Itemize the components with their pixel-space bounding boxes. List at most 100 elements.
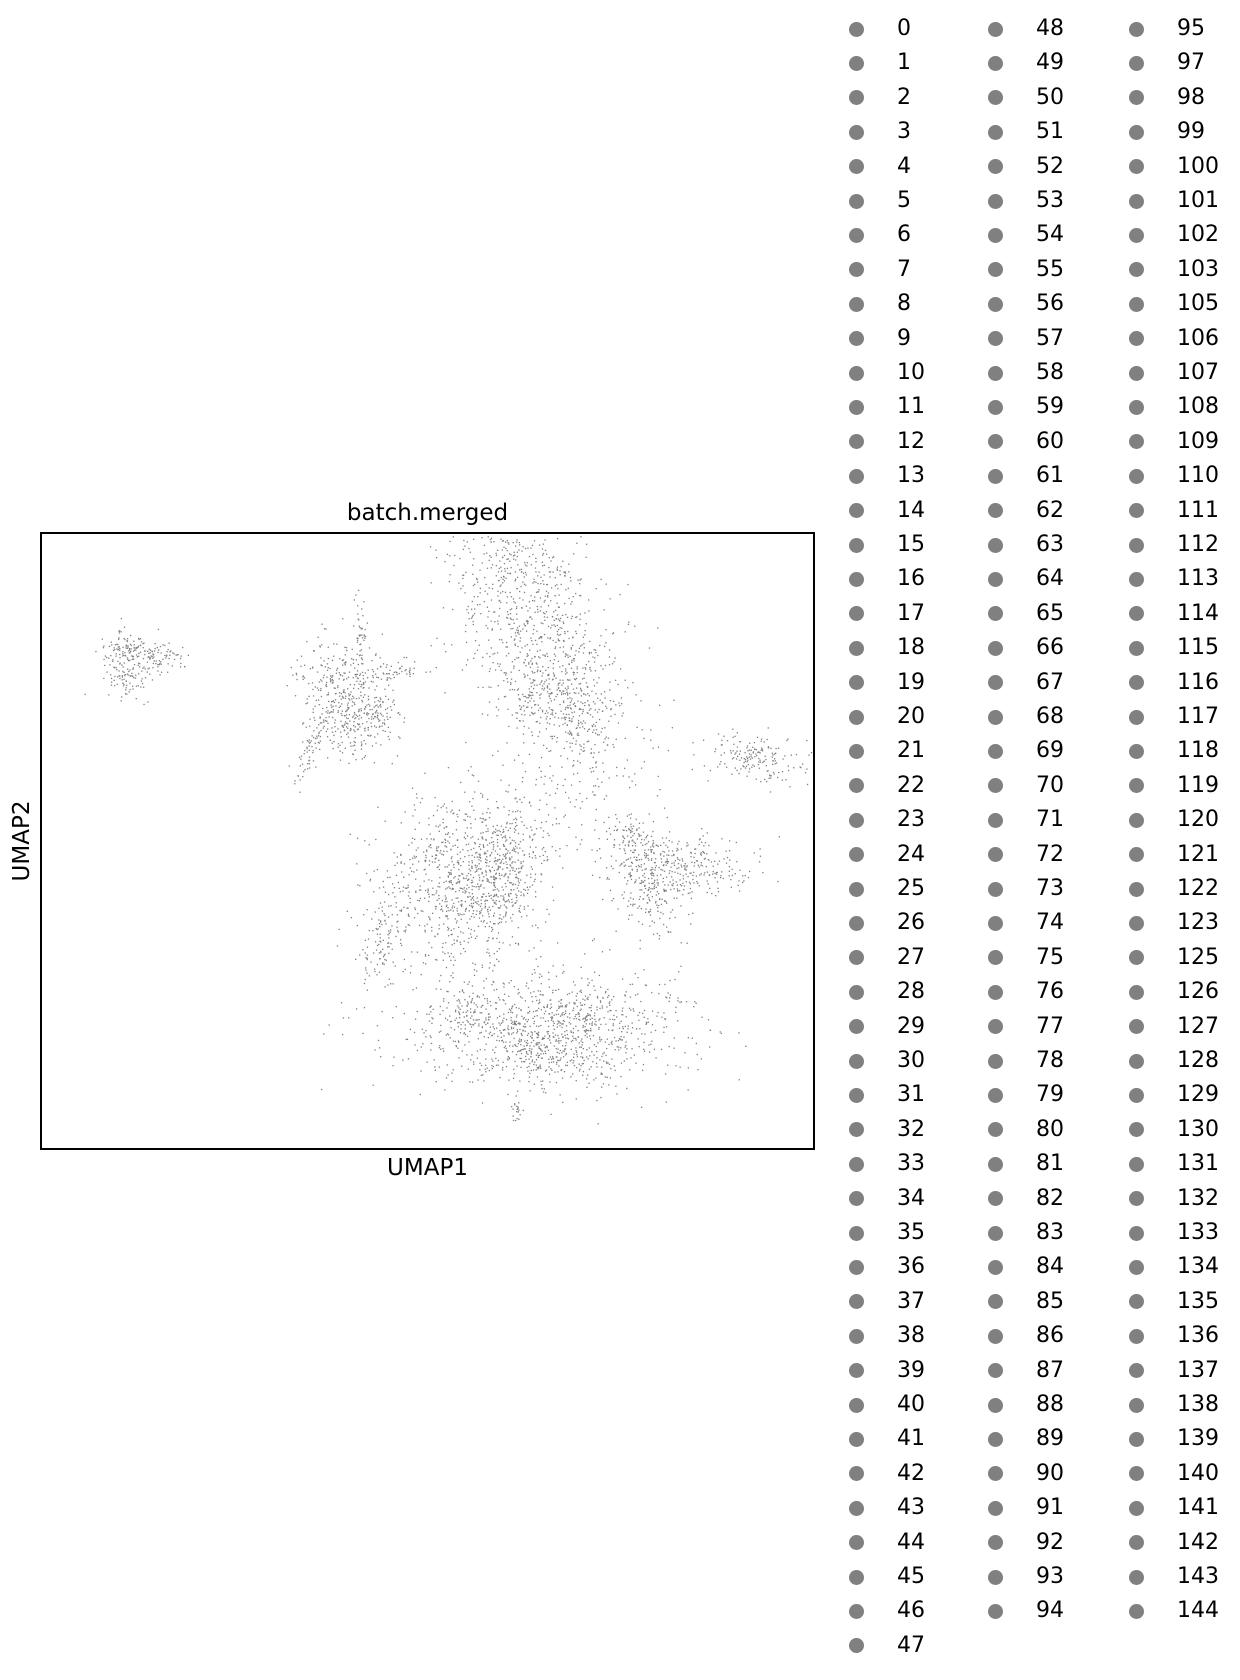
data-point — [743, 761, 745, 764]
data-point — [566, 691, 568, 693]
data-point — [321, 623, 323, 625]
data-point — [452, 910, 454, 912]
data-point — [500, 905, 502, 907]
data-point — [379, 697, 381, 699]
data-point — [566, 741, 568, 743]
data-point — [363, 686, 365, 689]
data-point — [559, 682, 561, 684]
data-point — [360, 649, 363, 651]
data-point — [628, 841, 630, 844]
data-point — [539, 855, 541, 858]
data-point — [463, 948, 465, 950]
data-point — [481, 836, 483, 838]
data-point — [757, 763, 760, 766]
data-point — [339, 673, 342, 676]
data-point — [482, 818, 485, 820]
data-point — [804, 772, 807, 774]
data-point — [452, 833, 454, 835]
data-point — [136, 647, 138, 649]
umap-scatter — [84, 536, 813, 1125]
data-point — [497, 685, 499, 687]
data-point — [592, 770, 595, 772]
data-point — [778, 771, 780, 774]
data-point — [355, 594, 357, 596]
data-point — [595, 766, 597, 768]
data-point — [517, 810, 519, 812]
data-point — [512, 847, 515, 849]
data-point — [459, 851, 461, 853]
data-point — [128, 691, 130, 693]
plot-area — [40, 532, 815, 1150]
data-point — [344, 654, 346, 656]
data-point — [457, 881, 459, 883]
data-point — [357, 710, 360, 713]
data-point — [371, 660, 373, 662]
data-point — [461, 903, 463, 905]
data-point — [515, 545, 517, 547]
data-point — [423, 869, 425, 871]
data-point — [434, 858, 436, 860]
data-point — [497, 571, 500, 573]
data-point — [760, 738, 763, 740]
data-point — [119, 653, 121, 656]
data-point — [532, 679, 534, 681]
data-point — [505, 848, 507, 850]
data-point — [558, 687, 560, 689]
data-point — [531, 707, 533, 709]
data-point — [460, 865, 462, 867]
data-point — [604, 727, 606, 729]
data-point — [424, 897, 426, 899]
data-point — [560, 566, 562, 568]
data-point — [514, 658, 516, 661]
data-point — [322, 707, 324, 710]
data-point — [563, 640, 565, 642]
data-point — [456, 839, 459, 841]
data-point — [543, 564, 546, 566]
data-point — [544, 775, 546, 777]
data-point — [315, 699, 317, 701]
data-point — [453, 928, 455, 930]
data-point — [533, 713, 535, 715]
data-point — [753, 765, 755, 767]
data-point — [309, 741, 311, 744]
data-point — [552, 678, 554, 680]
data-point — [557, 618, 560, 620]
data-point — [578, 647, 581, 649]
data-point — [600, 731, 602, 733]
data-point — [524, 714, 526, 716]
data-point — [308, 759, 311, 761]
data-point — [760, 740, 762, 742]
data-point — [447, 918, 449, 920]
data-point — [474, 818, 476, 820]
data-point — [162, 644, 164, 646]
data-point — [595, 652, 597, 654]
data-point — [464, 545, 466, 547]
data-point — [587, 730, 589, 732]
data-point — [359, 680, 361, 682]
data-point — [782, 758, 784, 760]
data-point — [354, 713, 356, 715]
data-point — [395, 935, 397, 938]
data-point — [458, 809, 460, 811]
data-point — [547, 832, 549, 835]
data-point — [468, 878, 470, 880]
data-point — [148, 648, 150, 650]
data-point — [294, 780, 296, 782]
data-point — [120, 631, 122, 633]
data-point — [451, 933, 453, 935]
data-point — [339, 705, 342, 707]
data-point — [400, 822, 402, 824]
data-point — [409, 901, 411, 904]
data-point — [478, 876, 481, 879]
data-point — [787, 738, 789, 740]
data-point — [742, 765, 744, 767]
data-point — [491, 628, 493, 630]
data-point — [767, 770, 769, 772]
data-point — [519, 597, 521, 599]
data-point — [520, 585, 522, 588]
data-point — [702, 739, 705, 741]
data-point — [513, 551, 515, 553]
data-point — [302, 678, 304, 680]
data-point — [633, 849, 635, 851]
data-point — [497, 866, 499, 868]
